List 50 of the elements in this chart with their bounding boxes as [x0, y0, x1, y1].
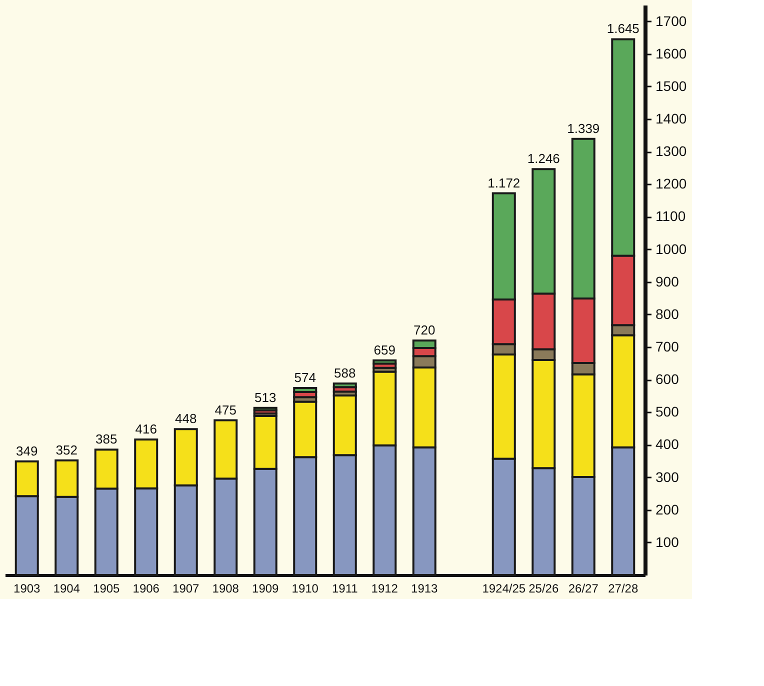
x-tick-label: 1924/25 — [482, 582, 526, 596]
y-tick-label: 200 — [656, 501, 680, 518]
total-label: 349 — [16, 443, 38, 458]
total-label: 659 — [374, 342, 396, 358]
x-tick-label: 1903 — [14, 582, 41, 596]
y-tick-label: 100 — [656, 534, 680, 550]
total-label: 416 — [135, 422, 157, 437]
total-label: 1.645 — [606, 21, 640, 36]
total-label: 574 — [294, 370, 316, 386]
y-tick-label: 800 — [656, 306, 680, 322]
x-tick-label: 1911 — [332, 582, 358, 596]
x-tick-label: 25/26 — [528, 582, 559, 596]
y-tick-label: 1000 — [656, 240, 687, 257]
bar — [332, 382, 357, 388]
x-tick-label: 27/28 — [608, 582, 638, 596]
total-label: 1.246 — [527, 151, 560, 166]
y-tick-label: 300 — [656, 468, 680, 485]
x-tick-label: 1909 — [252, 582, 280, 596]
x-tick-label: 1913 — [411, 582, 438, 596]
x-tick-label: 1905 — [93, 582, 120, 596]
total-label: 1.172 — [488, 175, 520, 190]
x-tick-label: 1912 — [371, 582, 398, 596]
total-label: 448 — [175, 411, 197, 426]
total-label: 475 — [214, 402, 236, 418]
y-tick-label: 700 — [656, 338, 680, 354]
total-label: 720 — [414, 322, 436, 338]
y-tick-label: 1400 — [656, 110, 687, 126]
total-label: 352 — [56, 442, 78, 458]
bar — [372, 359, 397, 365]
y-tick-label: 500 — [656, 404, 680, 420]
x-tick-label: 1910 — [292, 582, 319, 596]
total-label: 1.339 — [567, 120, 600, 136]
y-tick-label: 400 — [656, 436, 680, 452]
y-tick-label: 1100 — [656, 208, 686, 224]
y-tick-label: 600 — [656, 371, 680, 388]
y-tick-label: 1300 — [656, 143, 687, 160]
y-tick-label: 1700 — [656, 12, 687, 29]
y-tick-label: 1500 — [656, 78, 687, 94]
y-tick-label: 1600 — [656, 45, 687, 62]
x-tick-label: 26/27 — [568, 582, 599, 596]
x-tick-label: 1908 — [212, 582, 240, 596]
total-label: 385 — [96, 432, 118, 447]
x-tick-label: 1906 — [132, 582, 160, 596]
total-label: 513 — [254, 390, 276, 405]
bar — [253, 406, 278, 412]
x-tick-label: 1907 — [172, 582, 200, 596]
y-tick-label: 1200 — [656, 176, 687, 192]
y-tick-label: 900 — [656, 273, 680, 290]
x-tick-label: 1904 — [53, 582, 80, 596]
total-label: 588 — [334, 365, 356, 380]
